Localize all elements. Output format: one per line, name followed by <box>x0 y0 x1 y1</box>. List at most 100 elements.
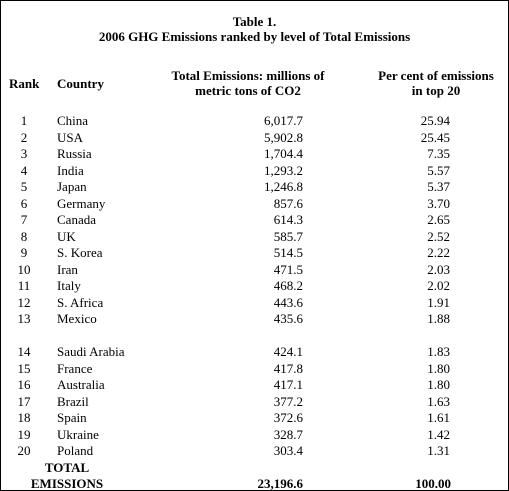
table-row: 20 Poland 303.4 1.31 <box>1 443 508 460</box>
table-row: 8 UK 585.7 2.52 <box>1 229 508 246</box>
table-row: 13 Mexico 435.6 1.88 <box>1 311 508 328</box>
table-row: 19 Ukraine 328.7 1.42 <box>1 427 508 444</box>
country-cell: UK <box>57 228 76 244</box>
total-emissions-cell: 1,293.2 <box>264 162 303 178</box>
rank-cell: 9 <box>20 245 28 260</box>
table-body: 1 China 6,017.7 25.94 2 USA 5,902.8 25.45 3 Russi… <box>1 113 508 460</box>
table-row: 3 Russia 1,704.4 7.35 <box>1 146 508 163</box>
totals-percent-value: 100.00 <box>415 476 451 491</box>
percent-cell: 1.83 <box>427 344 450 359</box>
totals-label-line1: TOTAL <box>44 460 90 475</box>
total-emissions-cell: 328.7 <box>273 426 303 442</box>
rank-cell: 4 <box>20 162 28 178</box>
table-row: 6 Germany 857.6 3.70 <box>1 196 508 213</box>
country-cell: Ukraine <box>57 426 99 442</box>
percent-cell: 1.42 <box>427 426 450 442</box>
total-emissions-cell: 443.6 <box>273 294 303 310</box>
percent-cell: 1.61 <box>427 410 450 425</box>
rank-cell: 15 <box>17 360 31 376</box>
total-emissions-cell: 1,704.4 <box>264 146 303 161</box>
country-cell: India <box>57 162 84 178</box>
percent-cell: 25.45 <box>420 129 450 145</box>
country-cell: Japan <box>57 179 87 194</box>
percent-cell: 2.65 <box>427 212 450 227</box>
table-row: 2 USA 5,902.8 25.45 <box>1 130 508 147</box>
country-cell: Poland <box>57 443 94 458</box>
percent-cell: 1.91 <box>427 294 450 310</box>
percent-cell: 1.63 <box>427 393 450 409</box>
rank-cell: 2 <box>20 129 28 145</box>
header-pct-line2: in top 20 <box>411 83 461 98</box>
total-emissions-cell: 471.5 <box>273 261 303 277</box>
percent-cell: 2.02 <box>427 278 450 293</box>
country-cell: Italy <box>57 278 81 293</box>
percent-cell: 7.35 <box>427 146 450 161</box>
percent-cell: 3.70 <box>427 195 450 211</box>
total-emissions-cell: 857.6 <box>273 195 303 211</box>
table-row: 1 China 6,017.7 25.94 <box>1 113 508 130</box>
percent-cell: 2.52 <box>427 228 450 244</box>
total-emissions-cell: 435.6 <box>273 311 303 326</box>
table-row: 11 Italy 468.2 2.02 <box>1 278 508 295</box>
percent-cell: 1.88 <box>427 311 450 326</box>
table-row: 7 Canada 614.3 2.65 <box>1 212 508 229</box>
country-cell: Mexico <box>57 311 97 326</box>
total-emissions-cell: 614.3 <box>273 212 303 227</box>
totals-emissions-value: 23,196.6 <box>257 476 304 491</box>
country-cell: S. Africa <box>57 294 104 310</box>
table-row: 14 Saudi Arabia 424.1 1.83 <box>1 328 508 361</box>
rank-cell: 6 <box>20 195 28 211</box>
total-emissions-cell: 6,017.7 <box>264 113 303 128</box>
table-row: 10 Iran 471.5 2.03 <box>1 262 508 279</box>
total-emissions-cell: 377.2 <box>273 393 303 409</box>
country-cell: Germany <box>57 195 106 211</box>
table-row: 18 Spain 372.6 1.61 <box>1 410 508 427</box>
table-row: 16 Australia 417.1 1.80 <box>1 377 508 394</box>
table-row: 5 Japan 1,246.8 5.37 <box>1 179 508 196</box>
rank-cell: 20 <box>17 443 31 458</box>
rank-cell: 3 <box>20 146 28 161</box>
total-emissions-cell: 5,902.8 <box>264 129 303 145</box>
country-cell: China <box>57 113 89 128</box>
rank-cell: 17 <box>17 393 31 409</box>
country-cell: S. Korea <box>57 245 103 260</box>
percent-cell: 5.37 <box>427 179 450 194</box>
rank-cell: 12 <box>17 294 31 310</box>
rank-cell: 19 <box>17 426 31 442</box>
total-emissions-cell: 468.2 <box>273 278 303 293</box>
table-row: 9 S. Korea 514.5 2.22 <box>1 245 508 262</box>
header-percent: Per cent of emissions in top 20 <box>363 68 508 98</box>
header-rank: Rank <box>9 76 40 91</box>
country-cell: Australia <box>57 377 105 392</box>
country-cell: Canada <box>57 212 96 227</box>
rank-cell: 10 <box>17 261 31 277</box>
rank-cell: 8 <box>20 228 28 244</box>
rank-cell: 14 <box>17 344 31 359</box>
table-row: 4 India 1,293.2 5.57 <box>1 163 508 180</box>
table-row: 15 France 417.8 1.80 <box>1 361 508 378</box>
rank-cell: 1 <box>20 113 28 128</box>
country-cell: USA <box>57 129 84 145</box>
total-emissions-cell: 417.8 <box>273 360 303 376</box>
rank-cell: 13 <box>17 311 31 326</box>
totals-row: TOTAL EMISSIONS 23,196.6 100.00 <box>1 459 508 491</box>
table-title: 2006 GHG Emissions ranked by level of To… <box>98 29 411 44</box>
rank-cell: 7 <box>20 212 28 227</box>
rank-cell: 18 <box>17 410 31 425</box>
country-cell: Iran <box>57 261 78 277</box>
country-cell: Saudi Arabia <box>57 344 125 359</box>
country-cell: France <box>57 360 93 376</box>
percent-cell: 5.57 <box>427 162 450 178</box>
total-emissions-cell: 424.1 <box>273 344 303 359</box>
table-row: 12 S. Africa 443.6 1.91 <box>1 295 508 312</box>
total-emissions-cell: 514.5 <box>273 245 303 260</box>
rank-cell: 5 <box>20 179 28 194</box>
header-total-emissions: Total Emissions: millions of metric tons… <box>159 68 337 98</box>
header-total-line2: metric tons of CO2 <box>195 83 301 98</box>
total-emissions-cell: 372.6 <box>273 410 303 425</box>
percent-cell: 1.80 <box>427 377 450 392</box>
totals-label: TOTAL EMISSIONS <box>27 460 107 490</box>
percent-cell: 1.80 <box>427 360 450 376</box>
total-emissions-cell: 417.1 <box>273 377 303 392</box>
